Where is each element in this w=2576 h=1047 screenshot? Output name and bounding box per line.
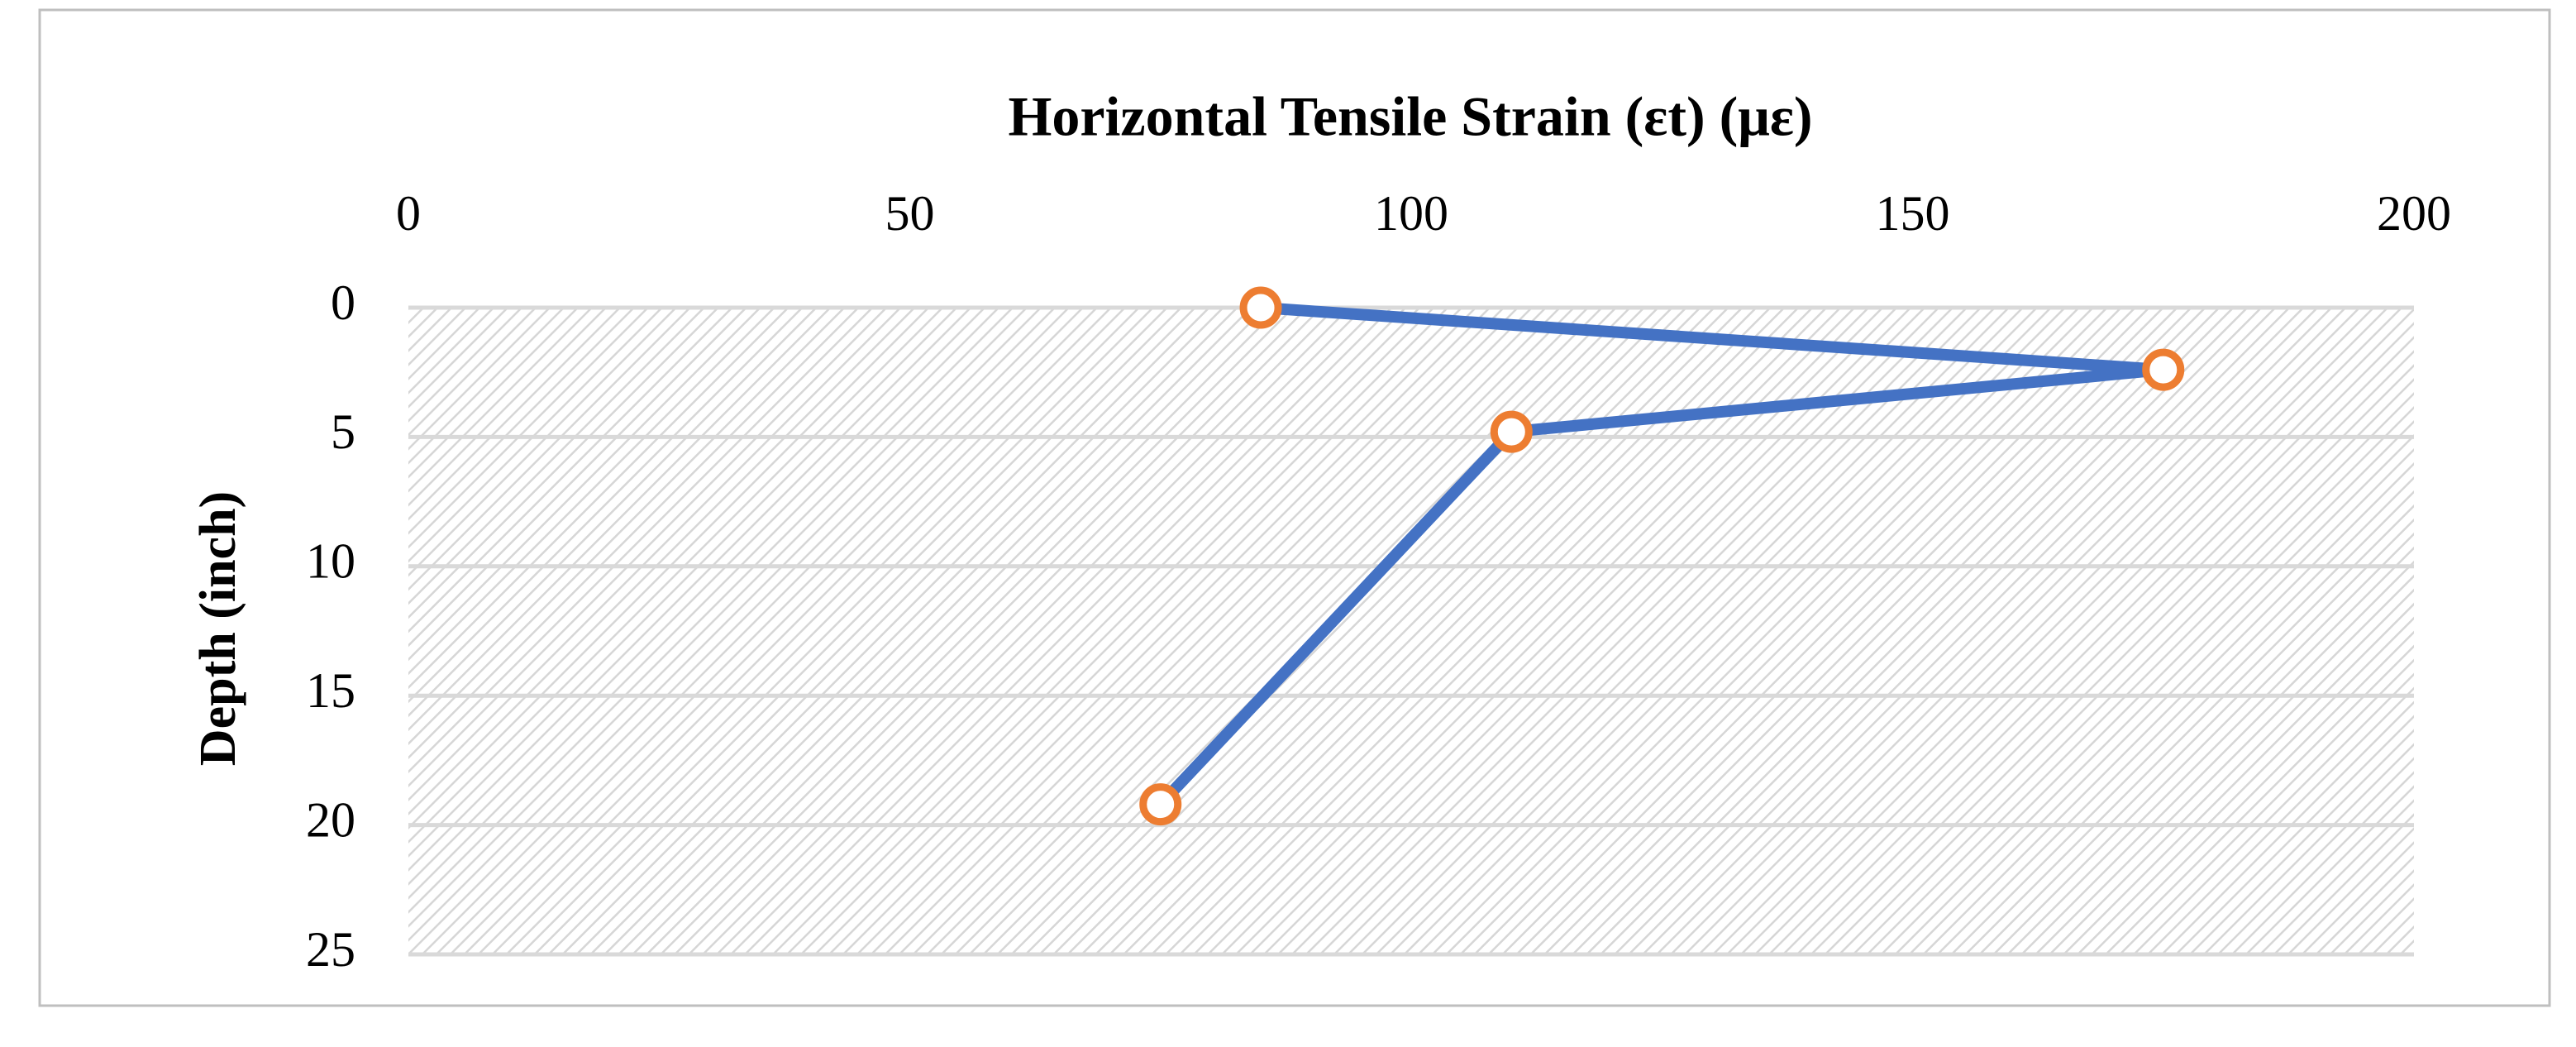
x-tick-label: 150 — [1876, 186, 1950, 241]
chart-title: Horizontal Tensile Strain (εt) (με) — [1008, 85, 1812, 148]
data-line — [1156, 302, 2169, 809]
y-tick-label: 0 — [331, 275, 355, 330]
y-axis-label: Depth (inch) — [190, 491, 246, 766]
y-tick-label: 5 — [331, 404, 355, 459]
data-point — [2142, 348, 2185, 391]
x-tick-label: 100 — [1374, 186, 1448, 241]
x-tick-label: 0 — [396, 186, 421, 241]
x-tick-label: 50 — [885, 186, 935, 241]
y-tick-label: 10 — [306, 534, 355, 589]
y-tick-label: 20 — [306, 792, 355, 847]
y-tick-label: 25 — [306, 922, 355, 977]
data-point — [1239, 286, 1282, 329]
plot-area — [408, 308, 2414, 954]
data-point — [1139, 783, 1182, 826]
y-tick-label: 15 — [306, 663, 355, 718]
x-tick-label: 200 — [2377, 186, 2451, 241]
data-point — [1490, 410, 1533, 453]
